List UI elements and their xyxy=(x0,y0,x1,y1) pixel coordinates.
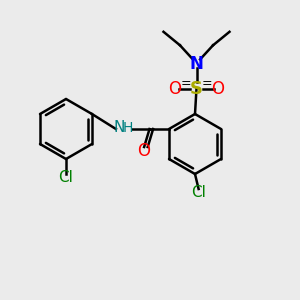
Text: =: = xyxy=(180,76,191,90)
Text: Cl: Cl xyxy=(58,170,74,185)
Text: H: H xyxy=(123,121,133,134)
Text: O: O xyxy=(168,80,182,98)
Text: Cl: Cl xyxy=(191,185,206,200)
Text: S: S xyxy=(190,80,203,98)
Text: O: O xyxy=(138,142,151,160)
Text: =: = xyxy=(202,76,213,90)
Text: N: N xyxy=(114,120,125,135)
Text: O: O xyxy=(212,80,225,98)
Text: N: N xyxy=(190,55,203,73)
